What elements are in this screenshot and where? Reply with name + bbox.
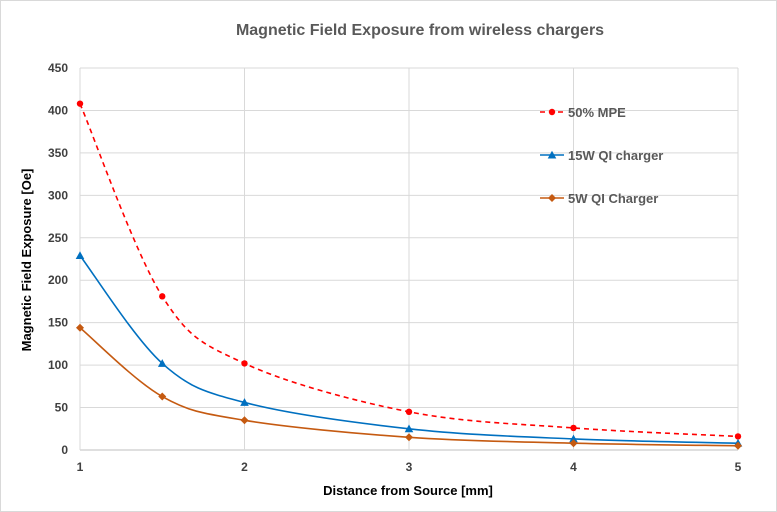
data-point: [76, 323, 84, 332]
y-tick-label: 450: [48, 61, 68, 75]
data-point: [734, 441, 742, 450]
legend-marker: [547, 150, 557, 159]
data-point: [241, 360, 248, 367]
series-line: [79, 103, 739, 438]
x-tick-label: 5: [735, 460, 742, 474]
legend-label: 50% MPE: [568, 105, 626, 120]
legend-marker: [548, 194, 556, 202]
legend-marker: [548, 108, 556, 116]
x-tick-label: 4: [570, 460, 577, 474]
x-axis-title: Distance from Source [mm]: [323, 483, 493, 498]
y-tick-label: 400: [48, 103, 68, 117]
data-point: [240, 398, 249, 406]
data-point: [405, 408, 413, 415]
y-tick-label: 200: [48, 273, 68, 287]
data-point: [75, 251, 85, 260]
y-tick-label: 350: [48, 146, 68, 160]
legend-label: 15W QI charger: [568, 148, 663, 163]
y-tick-label: 0: [61, 443, 68, 457]
y-tick-label: 100: [48, 358, 68, 372]
data-point: [157, 359, 167, 367]
data-point: [240, 416, 249, 425]
data-point: [404, 424, 414, 433]
data-point: [569, 434, 578, 443]
data-point: [76, 100, 84, 107]
x-tick-label: 3: [406, 460, 413, 474]
data-point: [734, 433, 742, 440]
y-tick-label: 300: [48, 188, 68, 202]
y-tick-label: 150: [48, 316, 68, 330]
legend: 50% MPE 15W QI charger 5W QI Charger: [540, 105, 663, 206]
y-tick-label: 250: [48, 231, 68, 245]
data-point: [159, 293, 166, 300]
data-point: [405, 433, 413, 442]
y-axis-title: Magnetic Field Exposure [Oe]: [19, 169, 34, 352]
chart-title: Magnetic Field Exposure from wireless ch…: [236, 22, 604, 39]
series-layer: [75, 100, 743, 450]
tick-labels: 0 50 100 150 200 250 300 350 400 450 1 2 3 4 5: [48, 61, 742, 474]
x-tick-label: 2: [241, 460, 248, 474]
data-point: [570, 424, 577, 432]
series-50-mpe: [76, 100, 742, 440]
series-5w-qi-charger: [76, 323, 742, 450]
series-line: [79, 255, 739, 445]
gridlines: [79, 67, 739, 451]
y-tick-label: 50: [55, 401, 69, 415]
series-line: [79, 327, 739, 447]
legend-label: 5W QI Charger: [568, 191, 658, 206]
data-point: [158, 392, 167, 401]
x-tick-label: 1: [77, 460, 84, 474]
data-point: [569, 439, 578, 448]
